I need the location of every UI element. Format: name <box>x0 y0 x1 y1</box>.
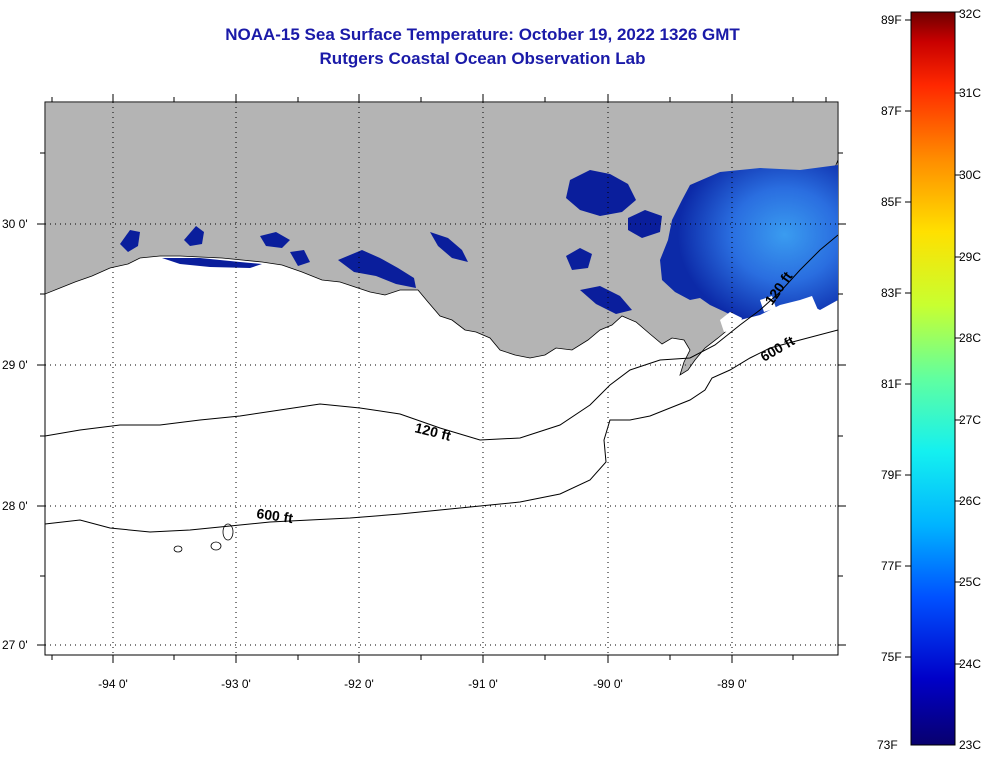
map-grid <box>45 102 838 655</box>
island-contour <box>210 541 222 551</box>
colorbar <box>910 11 956 746</box>
colorbar-c-label: 25C <box>959 575 981 589</box>
colorbar-f-label: 87F <box>881 104 902 118</box>
colorbar-f-label: 85F <box>881 195 902 209</box>
sst-patch-lake-4 <box>338 250 416 288</box>
sst-patch-lake-9 <box>290 250 310 266</box>
colorbar-f-label: 73F <box>877 738 898 752</box>
colorbar-f-label: 77F <box>881 559 902 573</box>
lat-label: 27 0' <box>2 638 28 652</box>
colorbar-c-label: 26C <box>959 494 981 508</box>
colorbar-f-label: 79F <box>881 468 902 482</box>
sst-patch-lake-8 <box>260 232 290 248</box>
colorbar-c-label: 23C <box>959 738 981 752</box>
contour-120ft <box>45 234 838 441</box>
lon-label: -91 0' <box>468 677 498 691</box>
colorbar-f-label: 83F <box>881 286 902 300</box>
lon-label: -89 0' <box>717 677 747 691</box>
lon-label: -94 0' <box>98 677 128 691</box>
lon-label: -93 0' <box>221 677 251 691</box>
lat-label: 28 0' <box>2 499 28 513</box>
chart-subtitle: Rutgers Coastal Ocean Observation Lab <box>319 49 646 68</box>
colorbar-c-label: 32C <box>959 7 981 21</box>
colorbar-f-label: 89F <box>881 13 902 27</box>
colorbar-f-label: 75F <box>881 650 902 664</box>
contour-600ft <box>45 329 838 533</box>
colorbar-ticks <box>905 11 961 665</box>
sst-patch-lake-7 <box>184 226 204 246</box>
frame-ticks <box>37 94 846 663</box>
island-contour <box>222 523 234 541</box>
colorbar-c-label: 30C <box>959 168 981 182</box>
sst-patch-lake-6 <box>120 230 140 252</box>
sst-patch-east <box>660 165 838 320</box>
colorbar-c-label: 29C <box>959 250 981 264</box>
lat-label: 30 0' <box>2 217 28 231</box>
colorbar-c-label: 24C <box>959 657 981 671</box>
colorbar-c-label: 28C <box>959 331 981 345</box>
lat-label: 29 0' <box>2 358 28 372</box>
nodata-speckle <box>720 296 836 332</box>
sst-patch-lake-5 <box>162 258 262 268</box>
sst-patch-lake-1 <box>566 170 636 216</box>
sst-patch-lake-11 <box>430 232 468 262</box>
lon-label: -90 0' <box>593 677 623 691</box>
colorbar-c-label: 27C <box>959 413 981 427</box>
colorbar-f-label: 81F <box>881 377 902 391</box>
sst-patch-lake-3 <box>566 248 592 270</box>
chart-title: NOAA-15 Sea Surface Temperature: October… <box>225 25 740 44</box>
lon-label: -92 0' <box>344 677 374 691</box>
contour-label: 600 ft <box>256 505 295 526</box>
island-contour <box>173 545 183 553</box>
sst-patch-lake-10 <box>580 286 632 314</box>
colorbar-c-label: 31C <box>959 86 981 100</box>
